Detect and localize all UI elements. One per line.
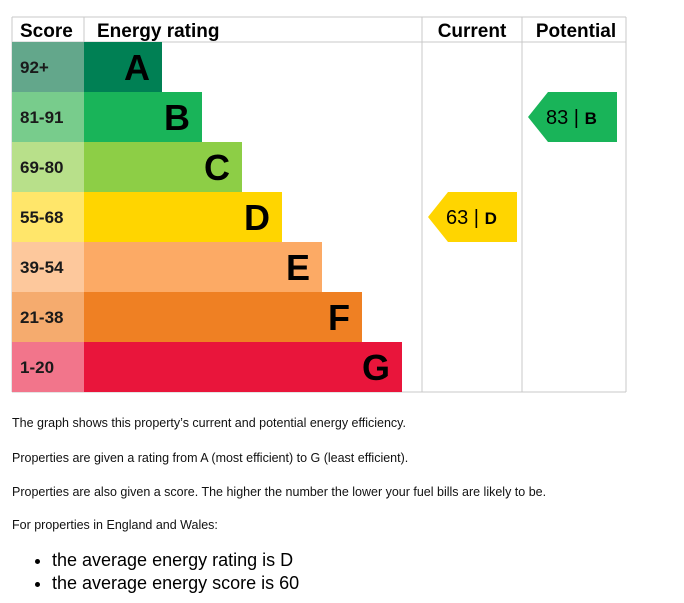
band-letter-c: C [204,147,230,188]
header-potential: Potential [536,21,616,42]
band-bar-a [84,42,162,92]
header-score: Score [20,21,73,42]
score-cell-f [12,292,84,342]
band-bar-c [84,142,242,192]
rating-indicators: 63 | D 83 | B [428,92,617,242]
header-row [12,17,626,42]
potential-indicator-score: 83 | [546,107,585,129]
score-range-g: 1-20 [20,358,54,377]
current-indicator-arrow [428,192,517,242]
band-letter-d: D [244,197,270,238]
band-bar-g [84,342,402,392]
average-rating-item: the average energy rating is D [52,549,299,572]
band-letter-f: F [328,297,350,338]
band-bar-e [84,242,322,292]
score-range-c: 69-80 [20,158,63,177]
potential-indicator-label: 83 | B [546,107,597,129]
epc-chart: Score Energy rating Current Potential 92… [11,16,627,393]
average-list: the average energy rating is D the avera… [14,549,299,595]
score-cell-e [12,242,84,292]
band-letter-b: B [164,97,190,138]
band-bar-d [84,192,282,242]
score-range-f: 21-38 [20,308,63,327]
description-paragraph-4: For properties in England and Wales: [12,518,218,532]
description-paragraph-1: The graph shows this property’s current … [12,416,406,430]
band-bar-f [84,292,362,342]
current-indicator-score: 63 | [446,207,485,229]
score-cell-b [12,92,84,142]
score-range-e: 39-54 [20,258,64,277]
current-indicator-letter: D [485,209,497,228]
band-letter-g: G [362,347,390,388]
description-paragraph-2: Properties are given a rating from A (mo… [12,451,409,465]
potential-indicator-arrow [528,92,617,142]
band-bar-b [84,92,202,142]
score-cell-c [12,142,84,192]
average-score-item: the average energy score is 60 [52,572,299,595]
header-current: Current [438,21,507,42]
description-paragraph-3: Properties are also given a score. The h… [12,485,547,499]
score-range-d: 55-68 [20,208,63,227]
score-range-a: 92+ [20,58,49,77]
score-cell-g [12,342,84,392]
band-letter-a: A [124,47,150,88]
header-energy-rating: Energy rating [97,21,219,42]
potential-indicator-letter: B [585,109,597,128]
current-indicator-label: 63 | D [446,207,497,229]
score-cell-a [12,42,84,92]
score-cell-d [12,192,84,242]
rating-bands: 92+ A 81-91 B 69-80 C 55-68 D 39-54 E 21-38 F 1-20 G [12,42,402,392]
band-letter-e: E [286,247,310,288]
score-range-b: 81-91 [20,108,63,127]
